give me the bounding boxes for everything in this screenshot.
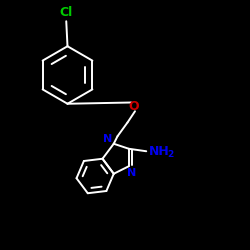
Text: O: O	[128, 100, 139, 113]
Text: N: N	[103, 134, 112, 144]
Text: Cl: Cl	[60, 6, 73, 19]
Text: 2: 2	[168, 150, 174, 159]
Text: NH: NH	[149, 145, 170, 158]
Text: N: N	[127, 168, 136, 177]
